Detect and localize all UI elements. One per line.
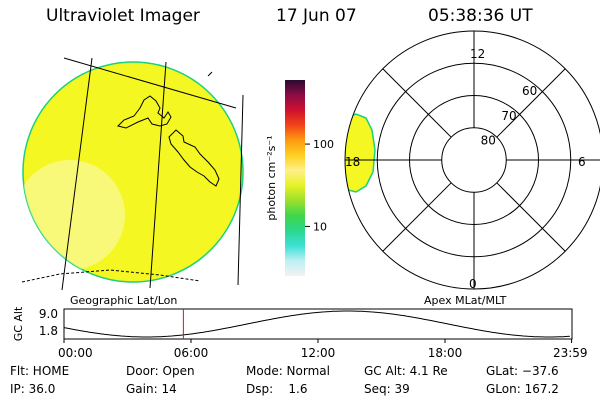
status-glon: GLon: 167.2	[486, 382, 559, 396]
altitude-curve	[63, 310, 570, 338]
status-dsp: Dsp: 1.6	[246, 382, 308, 396]
page-title: Ultraviolet Imager	[46, 6, 200, 26]
lat-ring-label: 80	[481, 134, 496, 148]
parallel-line	[21, 269, 201, 283]
mlt-label-midnight: 0	[469, 277, 477, 291]
status-ip: IP: 36.0	[10, 382, 56, 396]
colorbar-unit-label: photon cm⁻²s⁻¹	[265, 135, 278, 220]
lat-ring-label: 70	[501, 109, 516, 123]
geographic-image	[21, 57, 244, 291]
altitude-plot: 00:00 06:00 12:00 18:00 23:59 9.0 1.8 GC Alt	[12, 306, 588, 360]
time-tick-label: 12:00	[301, 346, 336, 360]
lat-ring	[441, 127, 507, 193]
mlt-spoke	[496, 182, 566, 252]
status-door: Door: Open	[126, 364, 195, 378]
status-filter: Flt: HOME	[10, 364, 70, 378]
time-tick-label: 06:00	[174, 346, 209, 360]
parallel-line	[63, 57, 237, 109]
polar-plot: 80 70 60 12 6 0 18	[344, 30, 600, 291]
meridian-line	[149, 61, 167, 289]
meridian-line	[61, 57, 93, 291]
mlt-label-noon: 12	[470, 47, 485, 61]
observation-time: 05:38:36 UT	[428, 6, 533, 26]
mlt-spoke	[496, 68, 566, 138]
colorbar-tick-label: 10	[313, 220, 327, 233]
time-tick-label: 18:00	[428, 346, 463, 360]
status-glat: GLat: −37.6	[486, 364, 559, 378]
time-tick-label: 23:59	[553, 346, 588, 360]
altitude-axis-label: GC Alt	[12, 306, 25, 341]
time-tick-label: 00:00	[58, 346, 93, 360]
altitude-y-tick-min: 1.8	[39, 324, 58, 338]
status-gain: Gain: 14	[126, 382, 177, 396]
altitude-plot-frame	[63, 308, 573, 340]
colorbar-tick-label: 100	[313, 138, 334, 151]
meridian-line	[237, 94, 244, 286]
colorbar: 100 10 photon cm⁻²s⁻¹	[265, 80, 334, 276]
coastline-north-island	[117, 95, 172, 129]
status-gc-alt: GC Alt: 4.1 Re	[364, 364, 448, 378]
mlt-spoke	[382, 68, 452, 138]
altitude-y-tick-max: 9.0	[39, 307, 58, 321]
polar-auroral-image	[345, 113, 376, 193]
coastline-south-island	[168, 129, 220, 187]
lat-ring-label: 60	[522, 84, 537, 98]
status-mode: Mode: Normal	[246, 364, 330, 378]
colorbar-scale	[285, 80, 305, 276]
mlt-spoke	[382, 182, 452, 252]
parallel-tick	[207, 71, 213, 77]
observation-date: 17 Jun 07	[276, 6, 357, 26]
status-seq: Seq: 39	[364, 382, 410, 396]
polar-panel-label: Apex MLat/MLT	[424, 294, 507, 307]
mlt-label-dawn: 6	[578, 155, 586, 169]
mlt-label-dusk: 18	[345, 155, 360, 169]
geographic-panel-label: Geographic Lat/Lon	[70, 294, 178, 307]
